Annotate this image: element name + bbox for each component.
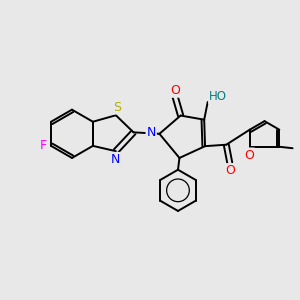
Text: HO: HO [209, 90, 227, 103]
Text: N: N [111, 153, 121, 166]
Text: S: S [113, 100, 121, 113]
Text: O: O [170, 84, 180, 97]
Text: O: O [244, 148, 254, 161]
Text: N: N [146, 126, 156, 139]
Text: F: F [39, 140, 46, 152]
Text: O: O [225, 164, 235, 177]
